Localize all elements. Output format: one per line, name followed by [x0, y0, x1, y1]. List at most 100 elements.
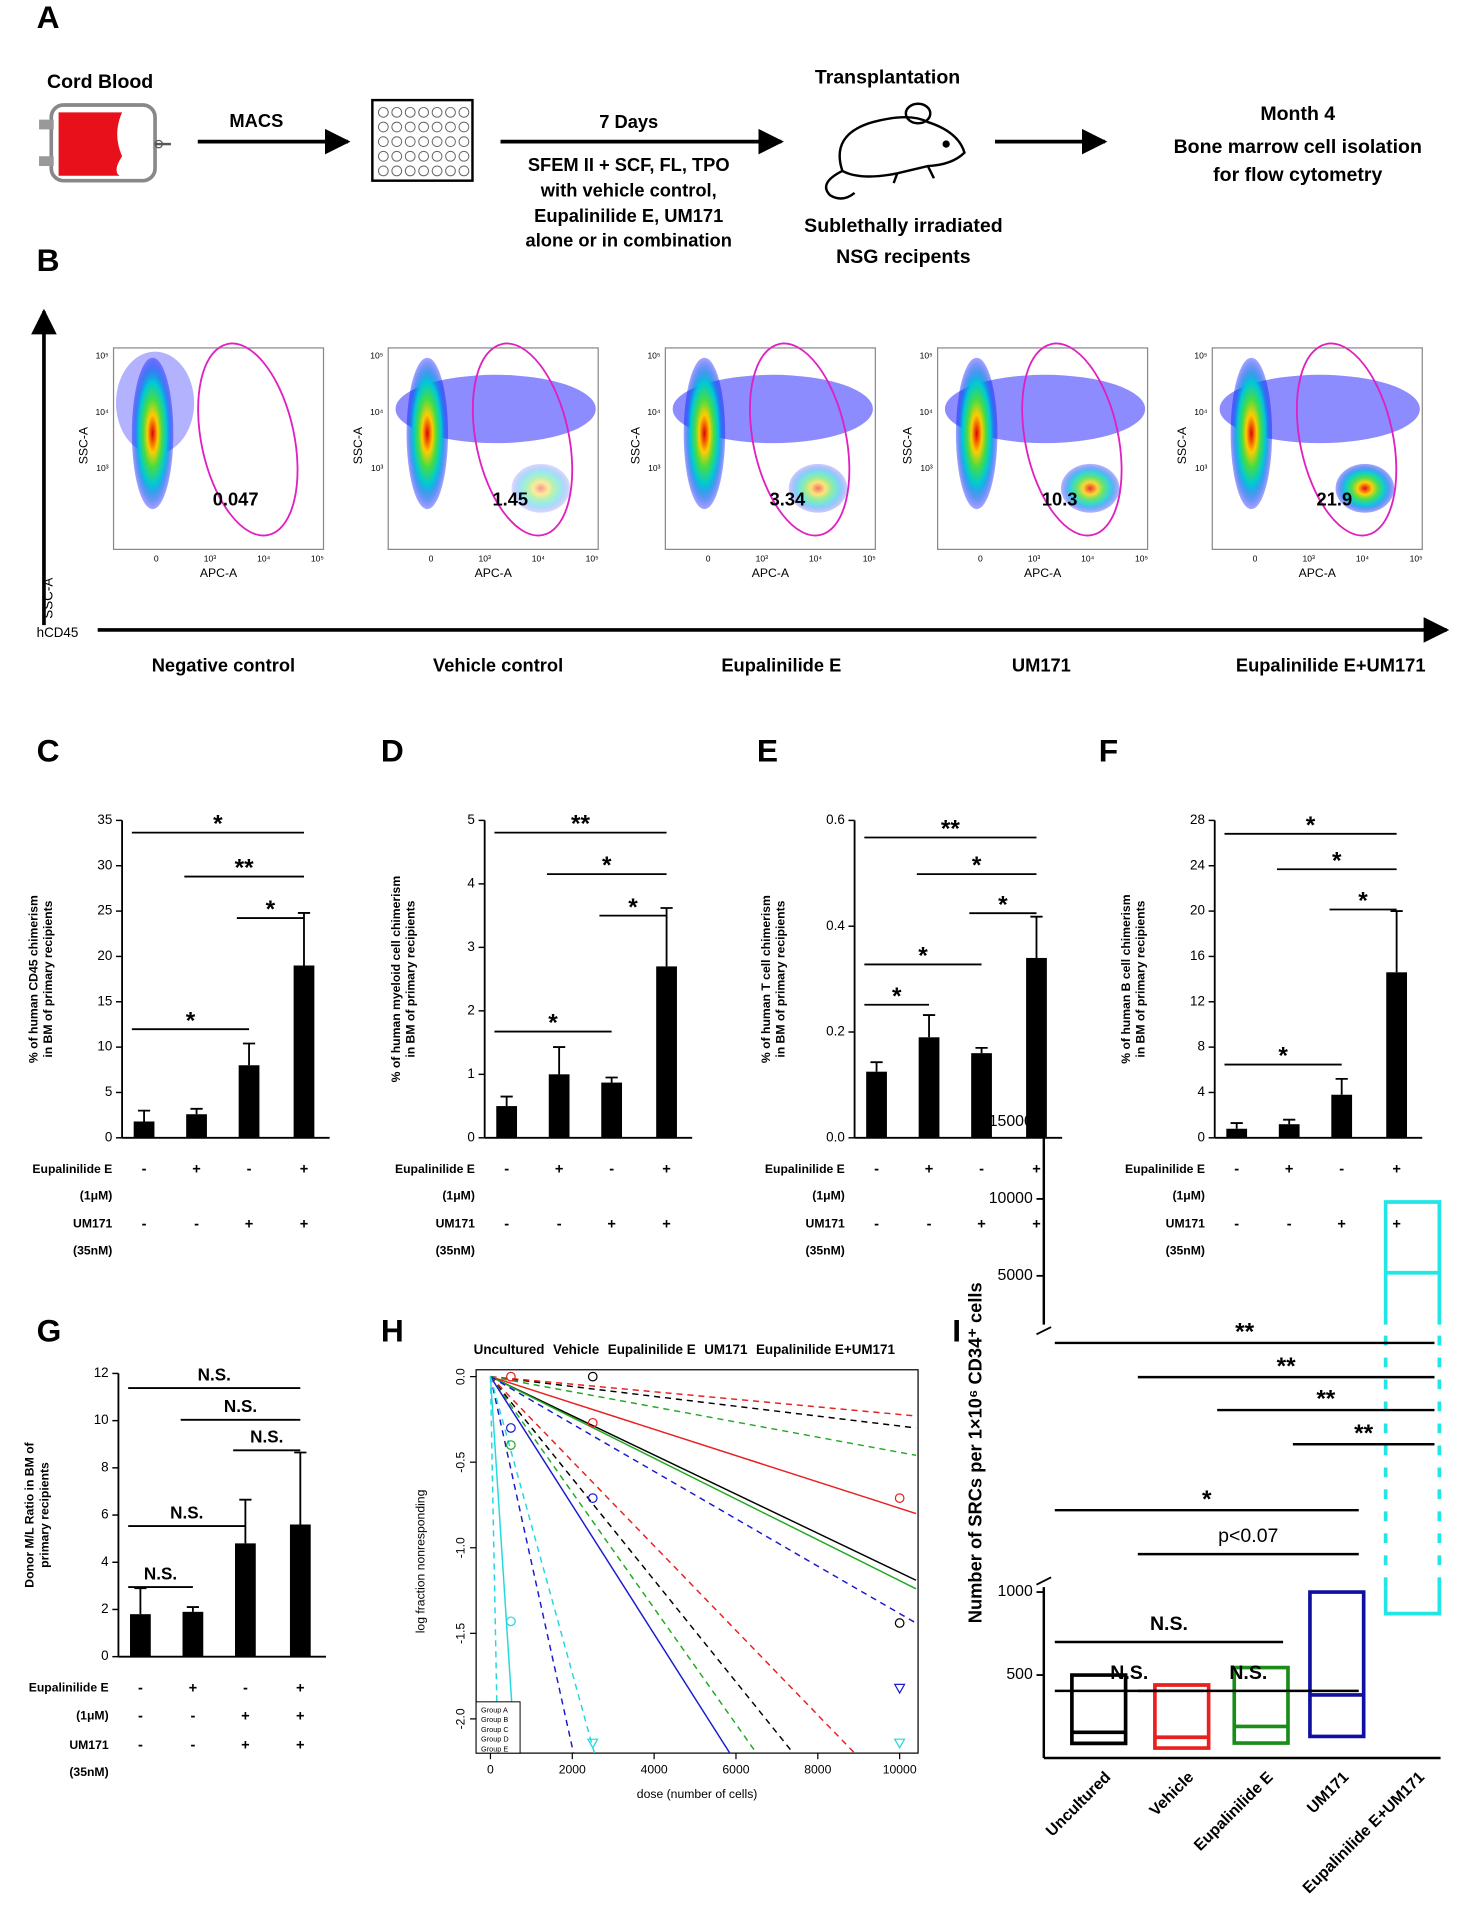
tick-label: 10³: [1195, 463, 1207, 473]
axis-title: SSC-A: [40, 578, 55, 619]
well: [418, 106, 430, 118]
error-bar: [553, 1046, 566, 1075]
panel-letter: I: [952, 1313, 961, 1349]
axis-label: APC-A: [1299, 566, 1337, 580]
tick-label: 10⁴: [647, 407, 660, 417]
bar: [1331, 1094, 1353, 1138]
y-tick-label: 12: [94, 1365, 109, 1380]
y-tick-label: 4: [101, 1554, 109, 1569]
y-tick-label: 6: [101, 1507, 108, 1522]
condition-sign: +: [296, 1680, 305, 1696]
tick-label: 0: [154, 553, 159, 563]
well: [445, 150, 456, 162]
well: [431, 150, 443, 162]
condition-sign: +: [925, 1161, 934, 1177]
fit-line: [489, 1376, 856, 1754]
significance-label: **: [235, 855, 254, 882]
y-tick-label: -1.0: [454, 1537, 468, 1558]
condition-sign: -: [247, 1161, 252, 1177]
condition-sign: +: [296, 1738, 305, 1754]
fit-line: [489, 1376, 758, 1754]
significance-label: *: [213, 811, 223, 838]
error-bar: [1390, 910, 1403, 973]
condition-sign: -: [1234, 1216, 1239, 1232]
condition-sign: +: [662, 1216, 671, 1232]
axis-label: SSC-A: [351, 426, 365, 464]
interval-box: [1383, 1200, 1442, 1616]
significance-label: *: [1332, 847, 1342, 874]
density: [406, 357, 449, 510]
condition-sign: -: [1287, 1216, 1292, 1232]
condition-label: Eupalinilide E: [32, 1162, 112, 1176]
inset-legend-entry: Group E: [481, 1744, 508, 1753]
error-bar: [242, 1042, 256, 1066]
bar: [1026, 957, 1047, 1138]
error-bar: [134, 1587, 147, 1615]
x-tick-label: 6000: [722, 1762, 749, 1776]
condition-sign: +: [1285, 1161, 1294, 1177]
y-axis-label: in BM of primary recipients: [404, 900, 418, 1057]
significance-label: *: [1278, 1043, 1288, 1070]
density: [1060, 463, 1120, 513]
y-tick-label: 20: [1190, 903, 1205, 918]
error-bar: [975, 1046, 988, 1054]
axis-label: APC-A: [475, 566, 513, 580]
condition-label: UM171: [69, 1738, 109, 1752]
y-tick-label: -1.5: [454, 1623, 468, 1644]
tick-label: 10³: [1028, 553, 1040, 563]
condition-label: UM171: [806, 1217, 846, 1231]
condition-label: (1μM): [76, 1709, 109, 1723]
duration-label: 7 Days: [599, 111, 658, 132]
inset-legend-entry: Group B: [481, 1715, 508, 1724]
y-axis-label: % of human T cell chimerism: [759, 895, 773, 1063]
point: [506, 1371, 516, 1382]
gate-value: 0.047: [213, 488, 259, 509]
y-tick-label: 0: [467, 1129, 474, 1144]
gate-value: 1.45: [492, 488, 528, 509]
condition-sign: +: [300, 1161, 309, 1177]
bar: [182, 1611, 204, 1657]
density: [511, 463, 571, 513]
point: [893, 1738, 906, 1749]
condition-sign: +: [296, 1708, 305, 1724]
significance-label: N.S.: [1150, 1613, 1188, 1635]
well: [404, 106, 416, 118]
significance-label: N.S.: [170, 1503, 203, 1522]
density: [1230, 357, 1273, 510]
condition-sign: +: [192, 1161, 201, 1177]
point: [587, 1371, 598, 1382]
well: [418, 165, 430, 177]
significance-label: **: [571, 811, 590, 838]
bar: [1226, 1128, 1248, 1138]
condition-sign: -: [142, 1161, 147, 1177]
panel-letter: C: [37, 733, 60, 769]
tick-label: 10⁵: [1135, 553, 1148, 563]
error-bar: [186, 1606, 199, 1612]
y-tick-label: 8: [101, 1459, 108, 1474]
tick-label: 10⁴: [370, 407, 383, 417]
density: [683, 357, 726, 510]
gate: [749, 342, 851, 537]
condition-sign: +: [662, 1161, 671, 1177]
tick-label: 10⁵: [1194, 351, 1207, 361]
tick-label: 10³: [204, 553, 216, 563]
well: [431, 165, 443, 177]
y-axis-label: % of human CD45 chimerism: [26, 895, 40, 1063]
error-bar: [1230, 1122, 1243, 1129]
bar: [866, 1071, 887, 1138]
condition-label: (1μM): [812, 1189, 845, 1203]
y-tick-label: 4: [467, 875, 475, 890]
tick-label: 10⁵: [586, 553, 599, 563]
gate: [1021, 342, 1123, 537]
significance-label: N.S.: [1229, 1662, 1267, 1684]
condition-label: Eupalinilide E+UM171: [1236, 654, 1426, 675]
gate: [197, 342, 299, 537]
well: [404, 136, 416, 147]
significance-label: *: [892, 983, 902, 1010]
recipient-line: NSG recipents: [836, 246, 971, 268]
y-tick-label: 0.0: [826, 1129, 845, 1144]
y-tick-label: 20: [97, 948, 112, 963]
well: [391, 165, 403, 177]
axis-title: hCD45: [37, 625, 79, 640]
